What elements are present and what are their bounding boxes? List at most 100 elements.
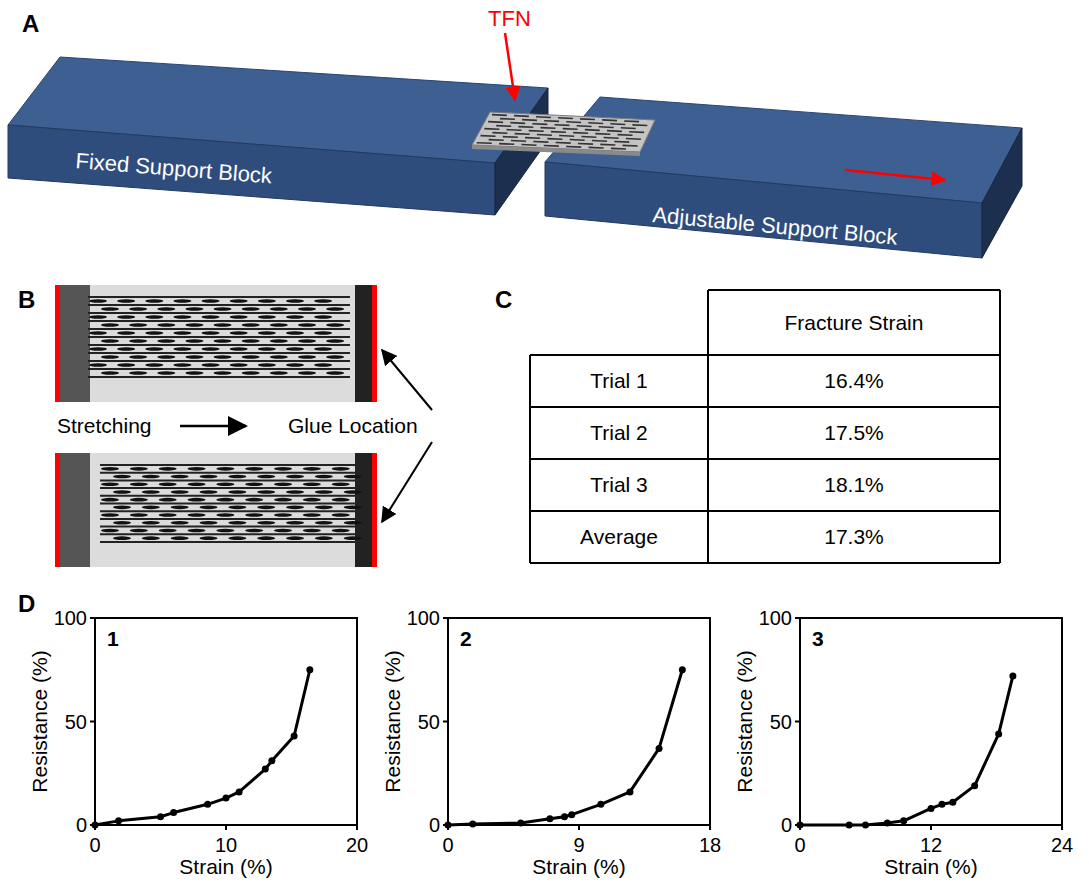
mesh-strand xyxy=(100,464,368,466)
chart-title: 3 xyxy=(812,627,824,650)
data-point xyxy=(223,795,230,802)
data-line xyxy=(95,670,310,825)
tfn-slot xyxy=(581,136,596,138)
mesh-hole xyxy=(326,355,344,359)
tfn-slot xyxy=(537,134,552,136)
mesh-hole xyxy=(326,307,344,311)
table-header: Fracture Strain xyxy=(785,311,924,334)
mesh-hole xyxy=(101,498,119,502)
mesh-hole xyxy=(228,536,246,540)
data-point xyxy=(291,732,298,739)
tfn-slot xyxy=(588,122,603,124)
x-tick-label: 24 xyxy=(1051,834,1073,856)
mesh-hole xyxy=(258,331,276,335)
tfn-slot xyxy=(533,141,548,143)
mesh-hole xyxy=(315,506,333,510)
mesh-hole xyxy=(274,498,292,502)
tfn-slot xyxy=(489,139,504,141)
tfn-slot xyxy=(607,130,622,132)
x-tick-label: 12 xyxy=(920,834,942,856)
mesh-hole xyxy=(258,299,276,303)
table-border xyxy=(707,290,709,563)
x-tick-label: 0 xyxy=(794,834,805,856)
mesh-strand xyxy=(100,518,368,520)
data-point xyxy=(656,745,663,752)
mesh-hole xyxy=(200,536,218,540)
mesh-hole xyxy=(188,482,206,486)
mesh-hole xyxy=(286,490,304,494)
table-border xyxy=(999,290,1001,563)
mesh-hole xyxy=(314,299,332,303)
mesh-hole xyxy=(332,467,350,471)
block-label: Adjustable Support Block xyxy=(652,202,900,250)
mesh-hole xyxy=(286,521,304,525)
tfn-slot xyxy=(536,116,551,118)
tfn-slot xyxy=(492,132,507,134)
tfn-slot xyxy=(510,122,525,124)
mesh-hole xyxy=(130,482,148,486)
mesh-hole xyxy=(286,475,304,479)
mesh-hole xyxy=(228,506,246,510)
data-point xyxy=(445,822,452,829)
glue-mark xyxy=(372,453,377,567)
stretch-arrow xyxy=(845,170,945,180)
table-row-label: Average xyxy=(580,525,658,548)
tfn-slot xyxy=(484,128,499,130)
x-axis-title: Strain (%) xyxy=(532,855,625,878)
mesh-strand xyxy=(88,368,350,370)
mesh-hole xyxy=(214,371,232,375)
panel-a: Fixed Support BlockAdjustable Support Bl… xyxy=(8,6,1022,258)
glue-pointer xyxy=(382,442,432,522)
mesh-hole xyxy=(129,323,147,327)
block-side xyxy=(982,128,1022,258)
mesh-hole xyxy=(130,467,148,471)
tfn-slot xyxy=(500,118,515,120)
tfn-plate xyxy=(472,112,655,152)
tfn-slot xyxy=(558,117,573,119)
mesh-hole xyxy=(101,355,119,359)
tfn-slot xyxy=(488,121,503,123)
mesh-hole xyxy=(117,299,135,303)
tfn-slot xyxy=(566,121,581,123)
mesh-strand xyxy=(88,328,350,330)
mesh-strand xyxy=(88,312,350,314)
tfn-slot xyxy=(532,123,547,125)
mesh-hole xyxy=(230,299,248,303)
mesh-hole xyxy=(257,536,275,540)
mesh-hole xyxy=(101,339,119,343)
mesh-hole xyxy=(286,347,304,351)
table-cell: 16.4% xyxy=(824,369,884,392)
tfn-slot xyxy=(522,119,537,121)
mesh-hole xyxy=(200,490,218,494)
mesh-hole xyxy=(173,299,191,303)
data-group xyxy=(797,672,1017,828)
tfn-slot xyxy=(595,133,610,135)
mesh-hole xyxy=(216,529,234,533)
mesh-hole xyxy=(242,307,260,311)
tfn-slot xyxy=(611,148,626,150)
mesh-hole xyxy=(286,331,304,335)
mesh-hole xyxy=(270,339,288,343)
mesh-hole xyxy=(332,482,350,486)
tfn-slot xyxy=(521,144,536,146)
tfn-edge xyxy=(472,145,640,156)
tfn-slot xyxy=(492,114,507,116)
mesh-hole xyxy=(286,299,304,303)
mesh-hole xyxy=(230,347,248,351)
mesh-hole xyxy=(89,347,107,351)
mesh-hole xyxy=(214,339,232,343)
x-axis-title: Strain (%) xyxy=(884,855,977,878)
data-point xyxy=(157,813,164,820)
mesh-hole xyxy=(230,363,248,367)
mesh-hole xyxy=(145,347,163,351)
mesh-hole xyxy=(303,529,321,533)
mesh-hole xyxy=(185,355,203,359)
tfn-slot xyxy=(629,131,644,133)
mesh-hole xyxy=(286,536,304,540)
mesh-strand xyxy=(88,304,350,306)
data-point xyxy=(995,730,1002,737)
mesh-strand xyxy=(100,487,368,489)
mesh-hole xyxy=(188,513,206,517)
y-tick-label: 0 xyxy=(429,814,440,836)
tfn-label: TFN xyxy=(488,6,531,31)
